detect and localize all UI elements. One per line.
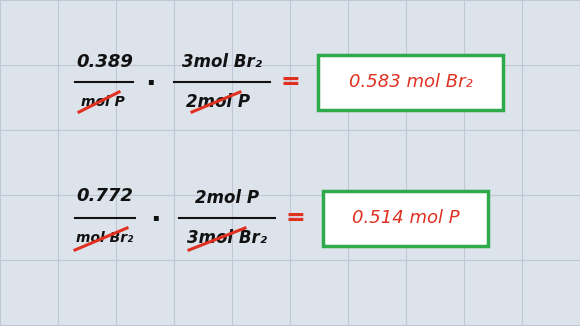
Text: 0.772: 0.772 (77, 187, 133, 205)
Text: ·: · (150, 206, 160, 234)
Text: 3mol Br₂: 3mol Br₂ (182, 53, 262, 71)
Text: mol P: mol P (81, 95, 125, 109)
Text: 0.389: 0.389 (77, 53, 133, 71)
Text: 0.583 mol Br₂: 0.583 mol Br₂ (349, 73, 472, 91)
Text: 2mol P: 2mol P (195, 189, 259, 207)
Text: ·: · (144, 70, 155, 98)
Bar (323, 190, 488, 245)
Text: 2mol P: 2mol P (186, 93, 250, 111)
Text: mol Br₂: mol Br₂ (77, 231, 133, 245)
Bar (318, 54, 503, 110)
Text: =: = (280, 70, 300, 94)
Text: =: = (285, 206, 305, 230)
Text: 0.514 mol P: 0.514 mol P (351, 209, 459, 227)
Text: 3mol Br₂: 3mol Br₂ (187, 229, 267, 247)
